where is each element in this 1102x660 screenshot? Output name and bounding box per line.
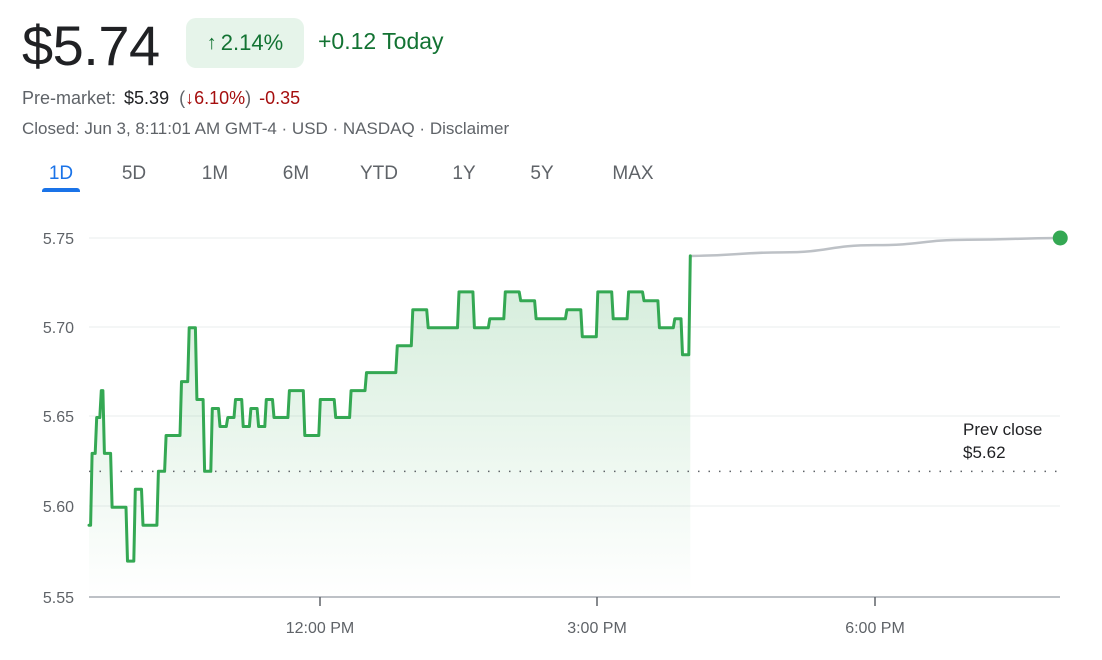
closed-text: Closed: Jun 3, 8:11:01 AM GMT-4 · USD · … xyxy=(22,119,430,138)
x-tick-label: 12:00 PM xyxy=(286,620,354,637)
tab-ytd[interactable]: YTD xyxy=(360,163,398,184)
premarket-paren-close: ) xyxy=(245,88,252,108)
arrow-up-icon: ↑ xyxy=(206,31,217,54)
tab-1d[interactable]: 1D xyxy=(28,158,94,194)
disclaimer-link[interactable]: Disclaimer xyxy=(429,119,510,138)
x-tick-label: 3:00 PM xyxy=(567,620,627,637)
premarket-row: Pre-market: $5.39 (↓6.10%) -0.35 xyxy=(22,86,300,110)
price-line xyxy=(87,254,692,563)
tab-6m[interactable]: 6M xyxy=(282,163,310,184)
change-percent: 2.14% xyxy=(220,30,284,55)
y-tick-label: 5.55 xyxy=(43,590,74,607)
arrow-down-icon: ↓ xyxy=(185,88,195,108)
price-area-fill xyxy=(89,255,691,597)
prev-close-annotation: Prev close $5.62 xyxy=(963,418,1042,464)
change-today: +0.12 Today xyxy=(318,28,444,54)
last-price-dot xyxy=(1052,230,1068,246)
x-axis: 12:00 PM 3:00 PM 6:00 PM xyxy=(286,597,905,637)
y-tick-label: 5.75 xyxy=(43,231,74,248)
after-hours-line xyxy=(690,236,1061,258)
premarket-label: Pre-market: xyxy=(22,88,117,108)
y-tick-label: 5.65 xyxy=(43,409,74,426)
prev-close-label: Prev close xyxy=(963,420,1043,439)
tab-5d[interactable]: 5D xyxy=(121,163,147,184)
market-status: Closed: Jun 3, 8:11:01 AM GMT-4 · USD · … xyxy=(22,118,509,140)
tab-5y[interactable]: 5Y xyxy=(530,163,554,184)
y-tick-label: 5.60 xyxy=(43,499,74,516)
prev-close-value: $5.62 xyxy=(963,443,1006,462)
premarket-change-percent: 6.10% xyxy=(194,88,246,108)
change-percent-badge: ↑ 2.14% xyxy=(186,18,304,68)
tab-max[interactable]: MAX xyxy=(612,163,654,184)
premarket-price: $5.39 xyxy=(124,88,170,108)
tab-1y[interactable]: 1Y xyxy=(452,163,476,184)
x-tick-label: 6:00 PM xyxy=(845,620,905,637)
premarket-paren-open: ( xyxy=(179,88,186,108)
tab-1m[interactable]: 1M xyxy=(201,163,229,184)
y-tick-label: 5.70 xyxy=(43,320,74,337)
y-axis: 5.75 5.70 5.65 5.60 5.55 xyxy=(43,231,74,607)
premarket-change-amount: -0.35 xyxy=(259,88,301,108)
range-tabs: 1D 5D 1M 6M YTD 1Y 5Y MAX xyxy=(28,158,688,196)
current-price: $5.74 xyxy=(22,14,160,77)
